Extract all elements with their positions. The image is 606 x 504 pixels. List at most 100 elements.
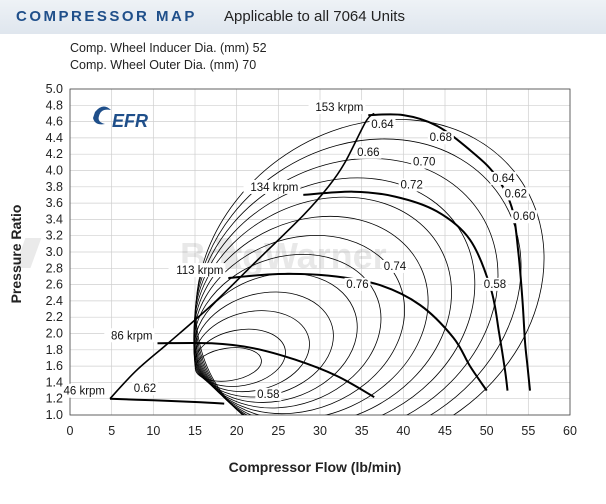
y-tick-label: 2.4	[46, 294, 63, 308]
efficiency-label: 0.58	[484, 279, 506, 291]
speed-label-bg	[308, 100, 366, 115]
efficiency-label-bg	[398, 178, 425, 192]
y-tick-label: 4.8	[46, 98, 63, 112]
y-tick-label: 3.6	[46, 196, 63, 210]
y-tick-label: 2.8	[46, 261, 63, 275]
chart-labels: 46 krpm 86 krpm 113 krpm 134 krpm 153 krpm 0.…	[56, 100, 538, 401]
x-tick-label: 30	[313, 424, 327, 438]
x-tick-label: 60	[563, 424, 577, 438]
efficiency-contour	[193, 272, 358, 403]
axis-ticks: 1.0 1.2 1.4 1.6 1.8 2.0 2.2 2.4 2.6 2.8 3.0 3.2 3.4 3…	[46, 82, 577, 438]
x-tick-label: 25	[271, 424, 285, 438]
x-tick-label: 45	[438, 424, 452, 438]
outer-spec: Comp. Wheel Outer Dia. (mm) 70	[70, 58, 257, 72]
efficiency-contour	[195, 118, 545, 415]
speed-label: 86 krpm	[111, 330, 153, 342]
y-axis-title: Pressure Ratio	[8, 205, 24, 304]
x-tick-label: 0	[67, 424, 74, 438]
efficiency-label-bg	[411, 155, 438, 169]
y-tick-label: 2.0	[46, 327, 63, 341]
efficiency-label: 0.64	[492, 173, 515, 185]
efficiency-label: 0.62	[505, 188, 527, 200]
speed-label-bg	[168, 263, 226, 278]
speed-line	[303, 190, 509, 391]
x-tick-label: 55	[521, 424, 535, 438]
grid	[69, 88, 571, 416]
chart-subtitle: Applicable to all 7064 Units	[224, 8, 405, 25]
efficiency-label: 0.58	[257, 389, 279, 401]
speed-lines	[109, 112, 531, 405]
efficiency-contour	[193, 253, 382, 409]
y-tick-label: 1.0	[46, 408, 63, 422]
speed-line	[109, 397, 225, 405]
efficiency-contour	[194, 347, 262, 382]
efficiency-label: 0.62	[134, 383, 156, 395]
x-tick-label: 35	[355, 424, 369, 438]
efficiency-label-bg	[255, 387, 282, 401]
swirl-icon	[93, 106, 111, 125]
efficiency-label: 0.76	[346, 279, 368, 291]
efficiency-contour	[193, 235, 406, 415]
efficiency-label: 0.72	[400, 179, 422, 191]
header-bar: COMPRESSOR MAP Applicable to all 7064 Un…	[0, 0, 606, 34]
speed-label: 46 krpm	[63, 386, 105, 398]
efficiency-label: 0.66	[357, 147, 379, 159]
efficiency-label: 0.68	[430, 132, 452, 144]
surge-line	[109, 112, 375, 400]
x-axis-title: Compressor Flow (lb/min)	[229, 459, 402, 475]
efficiency-label-bg	[132, 382, 158, 396]
y-tick-label: 1.2	[46, 392, 63, 406]
y-tick-label: 1.8	[46, 343, 63, 357]
efficiency-contour	[194, 328, 286, 387]
efficiency-label: 0.74	[384, 261, 407, 273]
efficiency-label-bg	[502, 187, 529, 201]
y-tick-label: 1.4	[46, 375, 63, 389]
speed-label: 153 krpm	[315, 102, 363, 114]
y-tick-label: 4.4	[46, 131, 63, 145]
efficiency-label-bg	[382, 259, 408, 273]
y-tick-label: 2.6	[46, 278, 63, 292]
y-tick-label: 1.6	[46, 359, 63, 373]
efficiency-label: 0.60	[513, 211, 535, 223]
speed-line	[157, 341, 375, 398]
speed-line	[228, 272, 488, 392]
x-tick-label: 10	[146, 424, 160, 438]
efficiency-label-bg	[490, 171, 517, 185]
y-tick-label: 3.2	[46, 229, 63, 243]
y-tick-label: 3.0	[46, 245, 63, 259]
efficiency-label-bg	[355, 145, 382, 159]
efficiency-contour	[193, 177, 476, 415]
efficiency-label: 0.70	[413, 157, 435, 169]
efficiency-label-bg	[511, 210, 538, 224]
chart-title: COMPRESSOR MAP	[16, 8, 197, 25]
y-tick-label: 3.8	[46, 180, 63, 194]
y-tick-label: 2.2	[46, 310, 63, 324]
x-tick-label: 5	[108, 424, 115, 438]
efr-logo-text: EFR	[112, 111, 148, 131]
speed-label-bg	[56, 383, 107, 398]
y-tick-label: 4.2	[46, 147, 63, 161]
speed-line	[368, 113, 531, 391]
y-tick-label: 4.0	[46, 164, 63, 178]
efficiency-label-bg	[427, 131, 454, 145]
speed-label: 134 krpm	[250, 182, 298, 194]
plot-frame	[69, 88, 571, 416]
efficiency-label-bg	[344, 277, 371, 291]
speed-label-bg	[243, 179, 301, 194]
x-tick-label: 20	[230, 424, 244, 438]
efficiency-contour	[194, 138, 522, 415]
efficiency-contour	[193, 310, 310, 393]
efr-logo: EFR	[93, 106, 148, 131]
y-tick-label: 3.4	[46, 212, 63, 226]
inducer-spec: Comp. Wheel Inducer Dia. (mm) 52	[70, 41, 267, 55]
x-tick-label: 50	[480, 424, 494, 438]
efficiency-contour	[193, 215, 429, 415]
y-tick-label: 4.6	[46, 115, 63, 129]
x-tick-label: 40	[396, 424, 410, 438]
x-tick-label: 15	[188, 424, 202, 438]
efficiency-label-bg	[482, 277, 508, 291]
y-tick-label: 5.0	[46, 82, 63, 96]
efficiency-label-bg	[369, 118, 396, 132]
speed-label: 113 krpm	[176, 265, 223, 277]
